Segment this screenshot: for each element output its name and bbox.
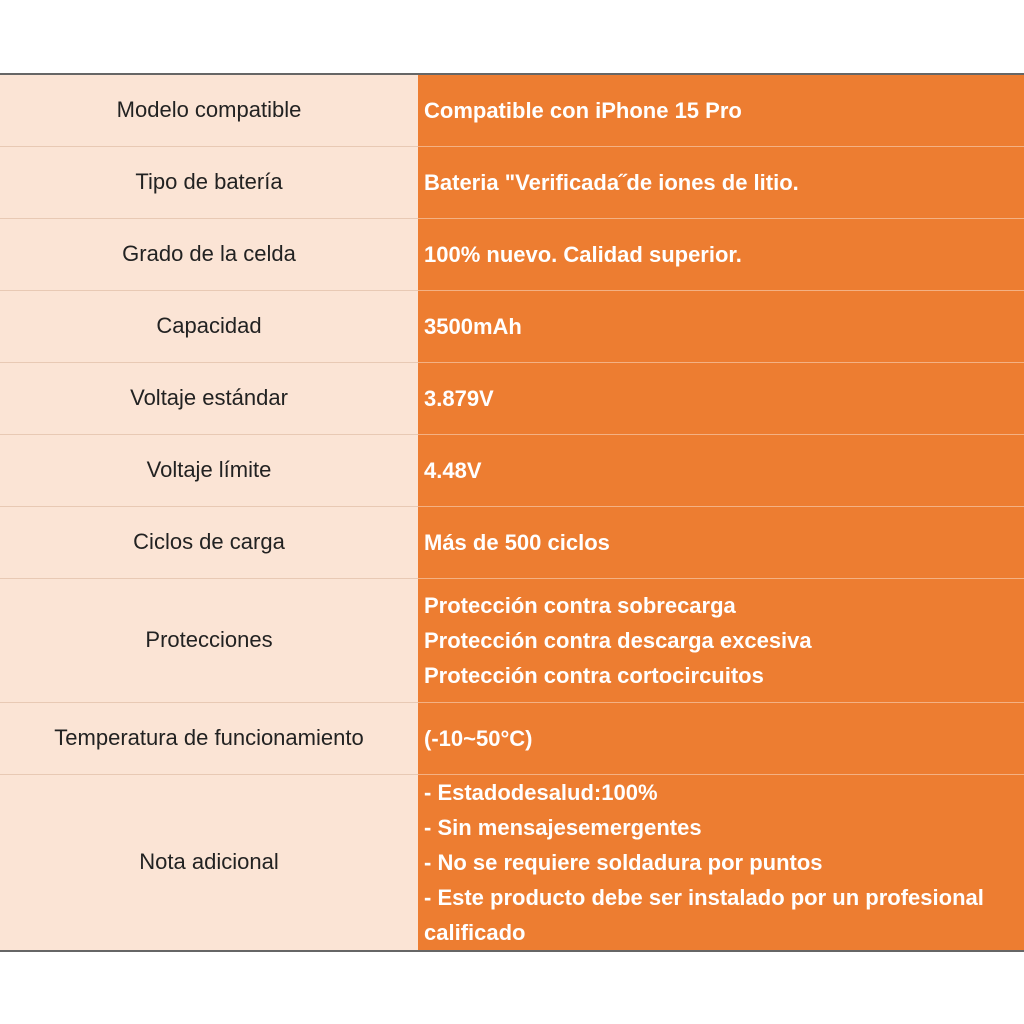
spec-value: 3.879V: [418, 362, 1024, 435]
spec-row: Grado de la celda 100% nuevo. Calidad sup…: [0, 218, 1024, 291]
spec-value: Compatible con iPhone 15 Pro: [418, 73, 1024, 147]
spec-label: Temperatura de funcionamiento: [0, 702, 418, 775]
spec-label: Ciclos de carga: [0, 506, 418, 579]
spec-value-line: 4.48V: [424, 457, 482, 483]
spec-value: Bateria "Verificada˝de iones de litio.: [418, 146, 1024, 219]
spec-row: Nota adicional - Estadodesalud:100% - Sin …: [0, 774, 1024, 952]
spec-value: - Estadodesalud:100% - Sin mensajesemerge…: [418, 774, 1024, 952]
spec-row: Modelo compatible Compatible con iPhone 1…: [0, 73, 1024, 147]
spec-value-line: - Sin mensajesemergentes: [424, 814, 702, 840]
spec-row: Voltaje estándar 3.879V: [0, 362, 1024, 435]
spec-value-line: Protección contra cortocircuitos: [424, 662, 764, 688]
spec-table-container: Modelo compatible Compatible con iPhone 1…: [0, 73, 1024, 952]
spec-label: Voltaje límite: [0, 434, 418, 507]
spec-label: Tipo de batería: [0, 146, 418, 219]
spec-label: Nota adicional: [0, 774, 418, 952]
spec-value-line: Protección contra sobrecarga: [424, 592, 736, 618]
spec-row: Ciclos de carga Más de 500 ciclos: [0, 506, 1024, 579]
spec-value-line: - Estadodesalud:100%: [424, 779, 658, 805]
spec-label: Modelo compatible: [0, 73, 418, 147]
spec-row: Protecciones Protección contra sobrecarga…: [0, 578, 1024, 703]
spec-table: Modelo compatible Compatible con iPhone 1…: [0, 73, 1024, 952]
spec-row: Capacidad 3500mAh: [0, 290, 1024, 363]
spec-value-line: Bateria "Verificada˝de iones de litio.: [424, 169, 799, 195]
spec-value: Más de 500 ciclos: [418, 506, 1024, 579]
spec-label: Protecciones: [0, 578, 418, 703]
spec-label: Capacidad: [0, 290, 418, 363]
spec-value-line: 3500mAh: [424, 313, 522, 339]
spec-value-line: (-10~50°C): [424, 725, 533, 751]
spec-value-line: 100% nuevo. Calidad superior.: [424, 241, 742, 267]
spec-value: Protección contra sobrecarga Protección c…: [418, 578, 1024, 703]
spec-label: Voltaje estándar: [0, 362, 418, 435]
spec-value-line: Más de 500 ciclos: [424, 529, 610, 555]
spec-value: 100% nuevo. Calidad superior.: [418, 218, 1024, 291]
spec-row: Temperatura de funcionamiento (-10~50°C): [0, 702, 1024, 775]
spec-label: Grado de la celda: [0, 218, 418, 291]
spec-value-line: Protección contra descarga excesiva: [424, 627, 812, 653]
spec-value: 4.48V: [418, 434, 1024, 507]
spec-value-line: Compatible con iPhone 15 Pro: [424, 97, 742, 123]
spec-value: 3500mAh: [418, 290, 1024, 363]
spec-row: Tipo de batería Bateria "Verificada˝de io…: [0, 146, 1024, 219]
spec-value-line: 3.879V: [424, 385, 494, 411]
spec-row: Voltaje límite 4.48V: [0, 434, 1024, 507]
spec-value-line: - No se requiere soldadura por puntos: [424, 849, 823, 875]
spec-value-line: - Este producto debe ser instalado por u…: [424, 884, 984, 945]
spec-value: (-10~50°C): [418, 702, 1024, 775]
